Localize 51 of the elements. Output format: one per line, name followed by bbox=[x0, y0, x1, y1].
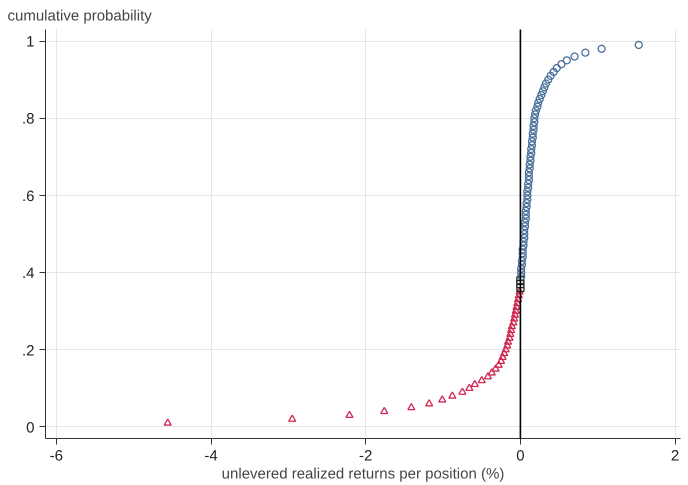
point bbox=[470, 380, 479, 388]
point bbox=[496, 356, 506, 364]
point bbox=[505, 333, 514, 341]
point bbox=[504, 337, 512, 345]
point bbox=[424, 399, 434, 406]
x-tick-label: 2 bbox=[670, 448, 680, 464]
point bbox=[478, 376, 486, 384]
point bbox=[500, 348, 508, 356]
x-axis-title: unlevered realized returns per position (%) bbox=[222, 466, 504, 482]
point bbox=[438, 395, 446, 403]
point bbox=[516, 280, 525, 288]
x-tick-label: -6 bbox=[50, 448, 64, 464]
point bbox=[465, 384, 474, 392]
x-tick-label: 0 bbox=[516, 448, 525, 464]
x-tick-label: -4 bbox=[204, 448, 218, 464]
point bbox=[407, 402, 416, 410]
point bbox=[484, 372, 492, 380]
point bbox=[513, 298, 522, 306]
point bbox=[508, 322, 516, 330]
x-tick-label: -2 bbox=[359, 448, 372, 464]
point bbox=[514, 294, 522, 302]
y-tick-label: 1 bbox=[26, 34, 34, 51]
point bbox=[503, 341, 512, 349]
point bbox=[506, 326, 516, 334]
point bbox=[288, 414, 296, 422]
point bbox=[498, 352, 507, 360]
y-tick-label: 0 bbox=[26, 419, 34, 436]
y-tick-label: .2 bbox=[22, 342, 35, 360]
point bbox=[380, 406, 388, 414]
y-tick-label: .8 bbox=[22, 110, 35, 128]
point bbox=[494, 360, 503, 368]
point bbox=[510, 310, 520, 318]
point bbox=[515, 287, 524, 295]
point bbox=[512, 306, 520, 314]
point bbox=[516, 276, 525, 284]
point bbox=[502, 345, 510, 352]
point bbox=[488, 368, 496, 376]
point bbox=[506, 330, 514, 337]
point bbox=[164, 418, 172, 426]
point bbox=[509, 318, 518, 326]
y-tick-label: .4 bbox=[22, 265, 35, 282]
point bbox=[514, 291, 523, 298]
point bbox=[345, 410, 354, 418]
point bbox=[491, 364, 500, 372]
point bbox=[510, 314, 518, 322]
point bbox=[512, 302, 521, 310]
point bbox=[516, 284, 525, 292]
point bbox=[458, 388, 467, 395]
point bbox=[448, 391, 456, 399]
y-axis-title: cumulative probability bbox=[8, 8, 152, 24]
y-tick-label: .6 bbox=[22, 188, 35, 205]
